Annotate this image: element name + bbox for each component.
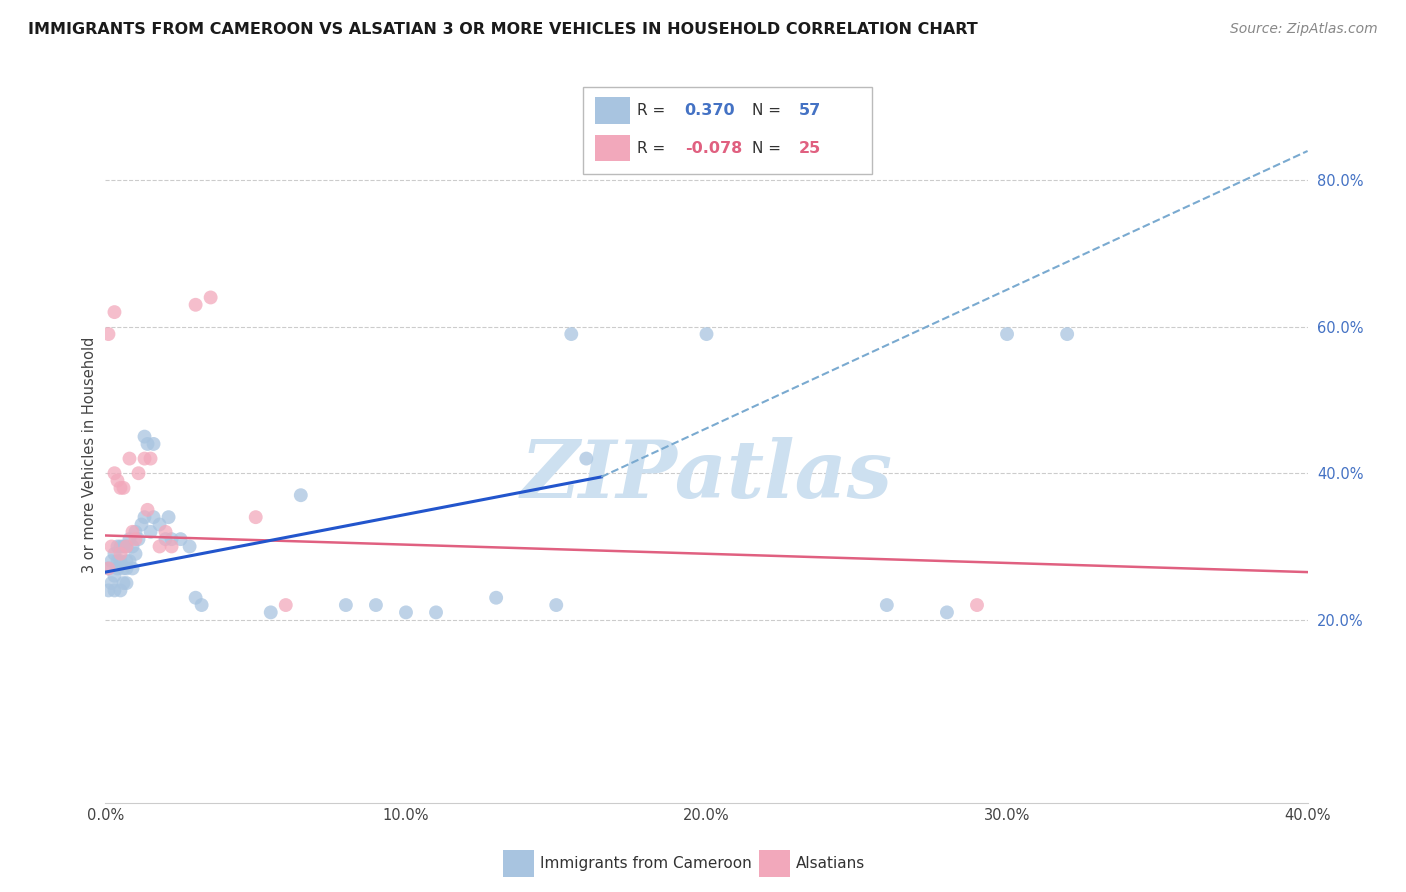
- Point: [160, 532, 183, 546]
- Point: [103, 568, 125, 582]
- Point: [112, 576, 135, 591]
- Point: [485, 591, 508, 605]
- Point: [115, 540, 138, 554]
- Text: Immigrants from Cameroon: Immigrants from Cameroon: [540, 856, 752, 871]
- Point: [110, 481, 132, 495]
- Point: [995, 327, 1018, 342]
- Point: [131, 517, 153, 532]
- Point: [97, 561, 120, 575]
- Point: [966, 598, 988, 612]
- Point: [107, 540, 129, 554]
- Point: [107, 554, 129, 568]
- Point: [134, 510, 156, 524]
- Point: [546, 598, 568, 612]
- Y-axis label: 3 or more Vehicles in Household: 3 or more Vehicles in Household: [82, 337, 97, 573]
- Point: [936, 606, 959, 620]
- Text: Source: ZipAtlas.com: Source: ZipAtlas.com: [1230, 22, 1378, 37]
- Point: [100, 554, 122, 568]
- Point: [395, 606, 418, 620]
- Point: [97, 561, 120, 575]
- Text: ZIPatlas: ZIPatlas: [520, 437, 893, 515]
- Point: [134, 451, 156, 466]
- Point: [876, 598, 898, 612]
- Text: N =: N =: [752, 103, 782, 118]
- Point: [118, 554, 141, 568]
- Point: [107, 561, 129, 575]
- Point: [155, 524, 177, 539]
- Point: [184, 591, 207, 605]
- Point: [112, 561, 135, 575]
- Point: [136, 503, 159, 517]
- Point: [139, 451, 162, 466]
- Point: [169, 532, 191, 546]
- Point: [115, 561, 138, 575]
- Text: -0.078: -0.078: [685, 141, 742, 155]
- Point: [142, 437, 165, 451]
- Point: [100, 540, 122, 554]
- Point: [118, 532, 141, 546]
- Point: [121, 561, 143, 575]
- Point: [97, 327, 120, 342]
- Point: [200, 290, 222, 304]
- Point: [103, 583, 125, 598]
- Point: [425, 606, 447, 620]
- Point: [136, 437, 159, 451]
- Point: [124, 524, 146, 539]
- Point: [260, 606, 283, 620]
- Point: [103, 467, 125, 481]
- Point: [103, 305, 125, 319]
- Point: [134, 429, 156, 443]
- Point: [184, 298, 207, 312]
- Point: [107, 474, 129, 488]
- Point: [124, 547, 146, 561]
- Point: [160, 540, 183, 554]
- Point: [115, 540, 138, 554]
- Point: [124, 532, 146, 546]
- Point: [103, 547, 125, 561]
- Point: [335, 598, 357, 612]
- Point: [142, 510, 165, 524]
- Point: [121, 540, 143, 554]
- Text: R =: R =: [637, 141, 665, 155]
- Point: [155, 532, 177, 546]
- Point: [118, 451, 141, 466]
- Point: [97, 583, 120, 598]
- Text: R =: R =: [637, 103, 665, 118]
- Point: [157, 510, 180, 524]
- Point: [112, 481, 135, 495]
- Point: [121, 524, 143, 539]
- Point: [112, 540, 135, 554]
- Point: [1056, 327, 1078, 342]
- Point: [560, 327, 582, 342]
- Text: IMMIGRANTS FROM CAMEROON VS ALSATIAN 3 OR MORE VEHICLES IN HOUSEHOLD CORRELATION: IMMIGRANTS FROM CAMEROON VS ALSATIAN 3 O…: [28, 22, 977, 37]
- Point: [110, 554, 132, 568]
- Text: 0.370: 0.370: [685, 103, 735, 118]
- Text: N =: N =: [752, 141, 782, 155]
- Point: [364, 598, 387, 612]
- Point: [139, 524, 162, 539]
- Text: Alsatians: Alsatians: [796, 856, 865, 871]
- Point: [128, 532, 150, 546]
- Point: [148, 517, 170, 532]
- Point: [575, 451, 598, 466]
- Point: [179, 540, 201, 554]
- Point: [274, 598, 297, 612]
- Point: [190, 598, 212, 612]
- Point: [110, 540, 132, 554]
- Point: [110, 547, 132, 561]
- Point: [290, 488, 312, 502]
- Text: 25: 25: [799, 141, 821, 155]
- Point: [110, 583, 132, 598]
- Point: [128, 467, 150, 481]
- Point: [115, 576, 138, 591]
- Point: [100, 576, 122, 591]
- Point: [148, 540, 170, 554]
- Point: [115, 554, 138, 568]
- Text: 57: 57: [799, 103, 821, 118]
- Point: [245, 510, 267, 524]
- Point: [696, 327, 718, 342]
